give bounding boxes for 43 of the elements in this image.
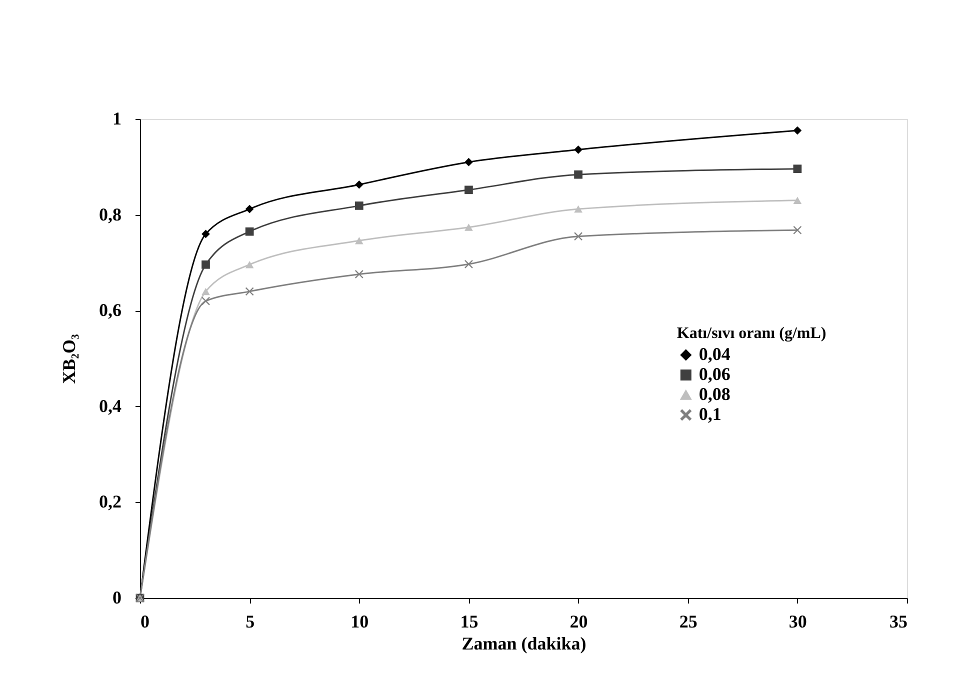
y-tick-label: 1 (112, 108, 122, 128)
legend-label: 0,06 (698, 364, 730, 384)
x-tick-label: 20 (570, 612, 588, 632)
point (464, 186, 473, 194)
x-tick-label: 25 (679, 612, 698, 632)
point (245, 204, 254, 214)
legend-title: Katı/sıvı oranı (g/mL) (676, 324, 826, 342)
point (574, 145, 582, 154)
x-tick-label: 10 (350, 612, 369, 632)
y-tick-label: 0,6 (99, 300, 122, 320)
point (793, 226, 802, 234)
x-tick-label: 0 (140, 612, 150, 632)
point (464, 158, 473, 166)
point (354, 270, 364, 278)
point (793, 164, 802, 173)
y-tick-label: 0,2 (99, 492, 122, 512)
point (202, 296, 210, 306)
point (202, 260, 210, 269)
point (793, 196, 802, 204)
point (354, 202, 364, 210)
point (245, 227, 254, 236)
x-tick-label: 30 (788, 612, 807, 632)
y-tick-label: 0 (112, 588, 122, 608)
x-tick-label: 5 (246, 612, 255, 632)
point (464, 224, 473, 231)
x-tick-label: 35 (890, 612, 908, 632)
point (574, 205, 582, 213)
point (354, 237, 364, 244)
y-tick-label: 0,4 (99, 396, 122, 416)
y-axis-title: XB₂O₃ (59, 334, 79, 384)
point (245, 287, 254, 296)
y-tick-label: 0,8 (99, 204, 122, 224)
point (574, 170, 582, 179)
legend-label: 0,1 (698, 404, 722, 424)
point (202, 288, 210, 296)
legend-label: 0,08 (698, 384, 730, 404)
legend-label: 0,04 (698, 344, 730, 364)
point (354, 180, 364, 189)
point (202, 230, 210, 238)
point (793, 126, 802, 135)
x-axis-title: Zaman (dakika) (462, 634, 586, 654)
x-tick-label: 15 (460, 612, 478, 632)
point (245, 260, 254, 268)
